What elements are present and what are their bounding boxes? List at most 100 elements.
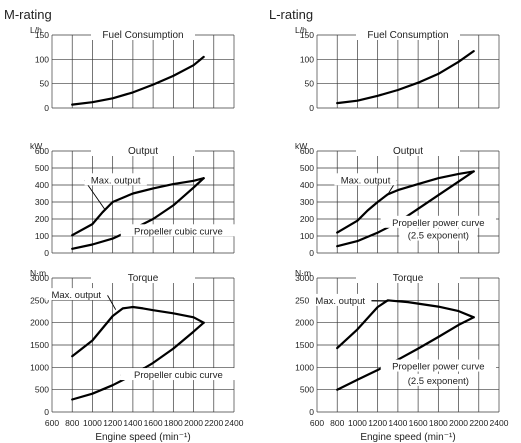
annotation-bg (399, 228, 478, 241)
x-tick-label: 600 (45, 418, 59, 428)
panel-title: Fuel Consumption (367, 30, 448, 41)
y-tick-label: 500 (35, 385, 49, 395)
y-tick-label: 0 (44, 407, 49, 417)
y-unit-label: kW (295, 141, 307, 151)
annotation-bg (120, 368, 237, 381)
panel-title-bg (91, 271, 195, 283)
y-unit-label: kW (30, 141, 42, 151)
y-tick-label: 500 (35, 163, 49, 173)
x-axis-label: Engine speed (min⁻¹) (95, 432, 190, 443)
y-tick-label: 50 (40, 79, 50, 89)
panel-title: Output (128, 146, 158, 157)
y-tick-label: 1000 (295, 362, 314, 372)
y-tick-label: 0 (309, 103, 314, 113)
annotation-bg (120, 224, 237, 237)
annotation-label: Max. output (315, 296, 365, 307)
y-tick-label: 0 (309, 407, 314, 417)
y-tick-label: 500 (300, 163, 314, 173)
y-tick-label: 100 (35, 231, 49, 241)
y-tick-label: 200 (300, 214, 314, 224)
x-tick-label: 1200 (103, 418, 122, 428)
x-tick-label: 1400 (388, 418, 407, 428)
annotation-label: Propeller cubic curve (134, 226, 223, 237)
panel-title: Torque (128, 273, 159, 284)
y-tick-label: 2500 (295, 295, 314, 305)
y-tick-label: 600 (300, 146, 314, 156)
series-line-1 (336, 316, 475, 391)
y-tick-label: 2000 (295, 318, 314, 328)
x-tick-label: 2000 (449, 418, 468, 428)
annotation-bg (380, 215, 496, 228)
annotation-bg (380, 359, 496, 372)
y-tick-label: 400 (300, 180, 314, 190)
series-line-0 (71, 55, 205, 106)
y-tick-label: 200 (35, 214, 49, 224)
y-tick-label: 1000 (30, 362, 49, 372)
panel-title-bg (356, 144, 460, 156)
y-unit-label: L/h (295, 25, 307, 35)
y-unit-label: L/h (30, 25, 42, 35)
series-line-0 (71, 305, 205, 358)
x-tick-label: 800 (330, 418, 344, 428)
rating-title: L-rating (269, 7, 313, 22)
annotation-bg (45, 288, 108, 301)
annotation-label: Max. output (91, 175, 141, 186)
y-tick-label: 50 (305, 79, 315, 89)
annotation-label: Propeller cubic curve (134, 370, 223, 381)
annotation-label: (2.5 exponent) (408, 231, 469, 242)
y-tick-label: 150 (300, 30, 314, 40)
panel-title: Fuel Consumption (102, 30, 183, 41)
annotation-bg (334, 173, 397, 186)
annotation-label: (2.5 exponent) (408, 376, 469, 387)
x-tick-label: 1000 (348, 418, 367, 428)
x-axis-label: Engine speed (min⁻¹) (360, 432, 455, 443)
rating-title: M-rating (4, 7, 52, 22)
annotation-label: Max. output (341, 175, 391, 186)
annotation-label: Max. output (51, 290, 101, 301)
y-tick-label: 0 (309, 248, 314, 258)
panel-title-bg (91, 144, 195, 156)
series-line-0 (71, 177, 205, 237)
y-tick-label: 0 (44, 248, 49, 258)
x-tick-label: 2200 (469, 418, 488, 428)
annotation-leader (107, 294, 117, 310)
y-tick-label: 1500 (295, 340, 314, 350)
y-tick-label: 0 (44, 103, 49, 113)
y-tick-label: 2500 (30, 295, 49, 305)
panel-title-bg (356, 271, 460, 283)
panel-title-bg (91, 28, 195, 40)
y-unit-label: N·m (295, 268, 311, 278)
x-tick-label: 1800 (164, 418, 183, 428)
x-tick-label: 1200 (368, 418, 387, 428)
x-tick-label: 1800 (429, 418, 448, 428)
x-tick-label: 2400 (490, 418, 509, 428)
annotation-bg (309, 293, 372, 306)
x-tick-label: 1400 (123, 418, 142, 428)
panel-title: Torque (393, 273, 424, 284)
y-tick-label: 100 (300, 54, 314, 64)
y-tick-label: 2000 (30, 318, 49, 328)
y-tick-label: 3000 (30, 273, 49, 283)
x-tick-label: 1000 (83, 418, 102, 428)
y-tick-label: 300 (300, 197, 314, 207)
annotation-bg (84, 173, 147, 186)
x-tick-label: 600 (310, 418, 324, 428)
y-unit-label: N·m (30, 268, 46, 278)
y-tick-label: 100 (300, 231, 314, 241)
x-tick-label: 2000 (184, 418, 203, 428)
y-tick-label: 150 (35, 30, 49, 40)
series-line-0 (336, 170, 475, 234)
annotation-label: Propeller power curve (392, 362, 484, 373)
series-line-1 (71, 321, 205, 401)
y-tick-label: 300 (35, 197, 49, 207)
y-tick-label: 400 (35, 180, 49, 190)
y-tick-label: 500 (300, 385, 314, 395)
y-tick-label: 3000 (295, 273, 314, 283)
